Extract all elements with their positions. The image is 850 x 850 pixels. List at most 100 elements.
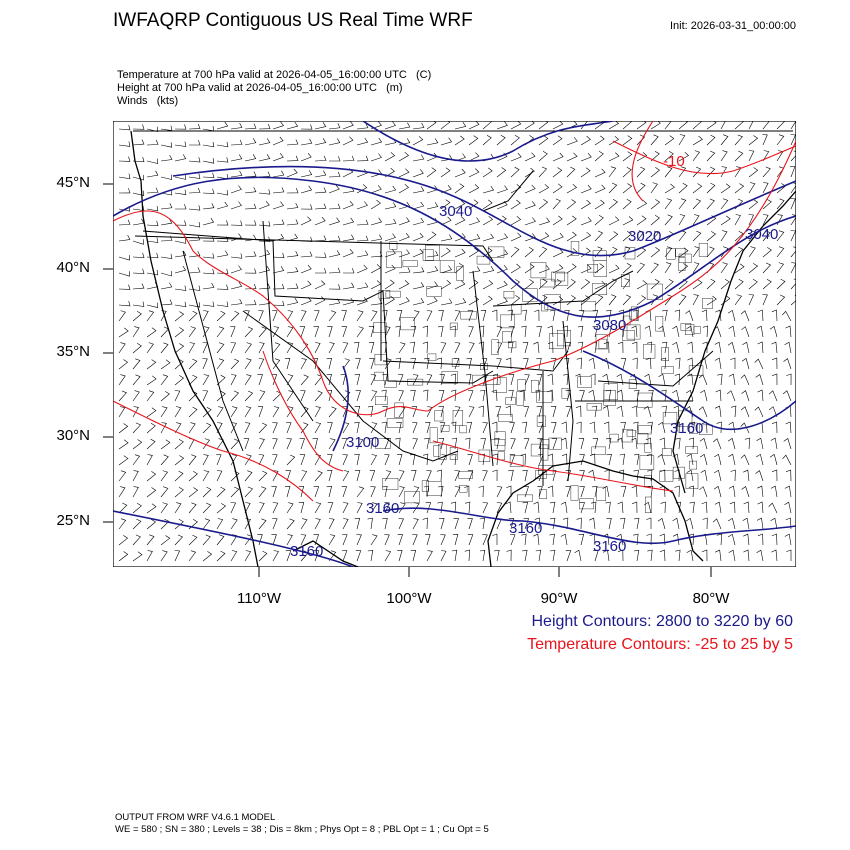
wind-barb [174, 301, 187, 308]
wind-barb [300, 251, 313, 258]
wind-barb [189, 140, 201, 146]
wind-barb [496, 358, 502, 370]
wind-barb [776, 246, 785, 258]
wind-barb [580, 135, 591, 146]
wind-barb [356, 282, 369, 290]
wind-barb [398, 249, 410, 258]
wind-barb [216, 301, 229, 307]
wind-barb [286, 342, 294, 354]
wind-barb [538, 265, 550, 274]
wind-barb [533, 341, 540, 354]
wind-barb [734, 121, 744, 130]
wind-barb [762, 262, 772, 274]
wind-barb [549, 501, 556, 514]
wind-barb [720, 279, 730, 290]
wind-barb [506, 485, 512, 497]
wind-barb [398, 217, 410, 226]
wind-barb [578, 533, 585, 546]
wind-barb [603, 421, 610, 434]
wind-barb [412, 186, 425, 194]
wind-barb [118, 327, 129, 338]
wind-barb [603, 341, 610, 354]
wind-barb [381, 389, 387, 402]
wind-barb [603, 533, 610, 546]
wind-barb [132, 252, 145, 258]
wind-barb [216, 141, 229, 148]
wind-barb [754, 406, 764, 418]
wind-barb [631, 405, 638, 418]
wind-barb [536, 357, 542, 370]
wind-barb [341, 438, 348, 450]
wind-barb [118, 374, 126, 386]
wind-barb [384, 326, 391, 338]
wind-barb [188, 471, 198, 482]
wind-barb [482, 534, 488, 546]
wind-barb [508, 374, 515, 386]
wind-barb [594, 230, 604, 242]
wind-barb [314, 470, 323, 482]
wind-barb [188, 267, 201, 274]
wind-barb [717, 373, 723, 386]
wind-barb [438, 405, 444, 418]
wind-barb [633, 533, 639, 546]
wind-barb [768, 502, 778, 514]
wind-barb [771, 309, 778, 322]
wind-barb [686, 549, 694, 562]
wind-barb [659, 533, 666, 546]
wind-barb [409, 341, 416, 354]
wind-barb [606, 453, 612, 466]
wind-barb [146, 550, 153, 562]
height-label: 3160 [593, 538, 626, 555]
wind-barb [606, 309, 612, 322]
wind-barb [632, 357, 638, 370]
wind-barb [575, 373, 582, 386]
wind-barb [657, 517, 666, 530]
lat-label-40n: 40°N [56, 259, 90, 276]
wind-barb [230, 486, 240, 498]
wind-barb [740, 422, 750, 434]
wind-barb [468, 217, 480, 226]
wind-barb [286, 406, 294, 418]
county-cell [637, 392, 653, 408]
wind-barb [284, 358, 291, 370]
wind-barb [286, 283, 299, 290]
wind-barb [549, 549, 556, 562]
county-cell [385, 290, 401, 298]
wind-barb [118, 284, 131, 290]
wind-barb [160, 342, 169, 354]
wind-barb [146, 327, 157, 338]
wind-barb [356, 235, 369, 242]
wind-barb [620, 421, 626, 434]
wind-barb [216, 201, 229, 210]
wind-barb [508, 326, 515, 338]
county-cell [382, 478, 399, 490]
wind-barb [342, 518, 349, 530]
wind-barb [678, 121, 688, 130]
wind-barb [734, 246, 744, 258]
wind-barb [202, 374, 210, 386]
wind-barb [313, 550, 320, 562]
wind-barb [272, 187, 285, 194]
wind-barb [608, 182, 618, 194]
wind-barb [715, 549, 722, 562]
wind-barb [272, 502, 279, 514]
wind-barb [741, 390, 750, 402]
wind-barb [367, 437, 373, 450]
wind-barb [692, 198, 702, 210]
wind-barb [715, 309, 722, 322]
wind-barb [450, 389, 457, 402]
wind-barb [202, 188, 215, 194]
wind-barb [328, 185, 340, 194]
wind-barb [608, 216, 620, 226]
wind-barb [720, 121, 726, 130]
wind-barb [132, 454, 141, 466]
wind-barb [258, 123, 271, 130]
wind-barb [202, 310, 209, 322]
wind-barb [783, 358, 792, 370]
wind-barb [188, 487, 199, 498]
wind-barb [506, 549, 512, 562]
height-label: 3160 [509, 520, 542, 537]
county-cell [659, 470, 674, 482]
wind-barb [230, 185, 242, 194]
temperature-legend: Temperature Contours: -25 to 25 by 5 [527, 636, 793, 653]
